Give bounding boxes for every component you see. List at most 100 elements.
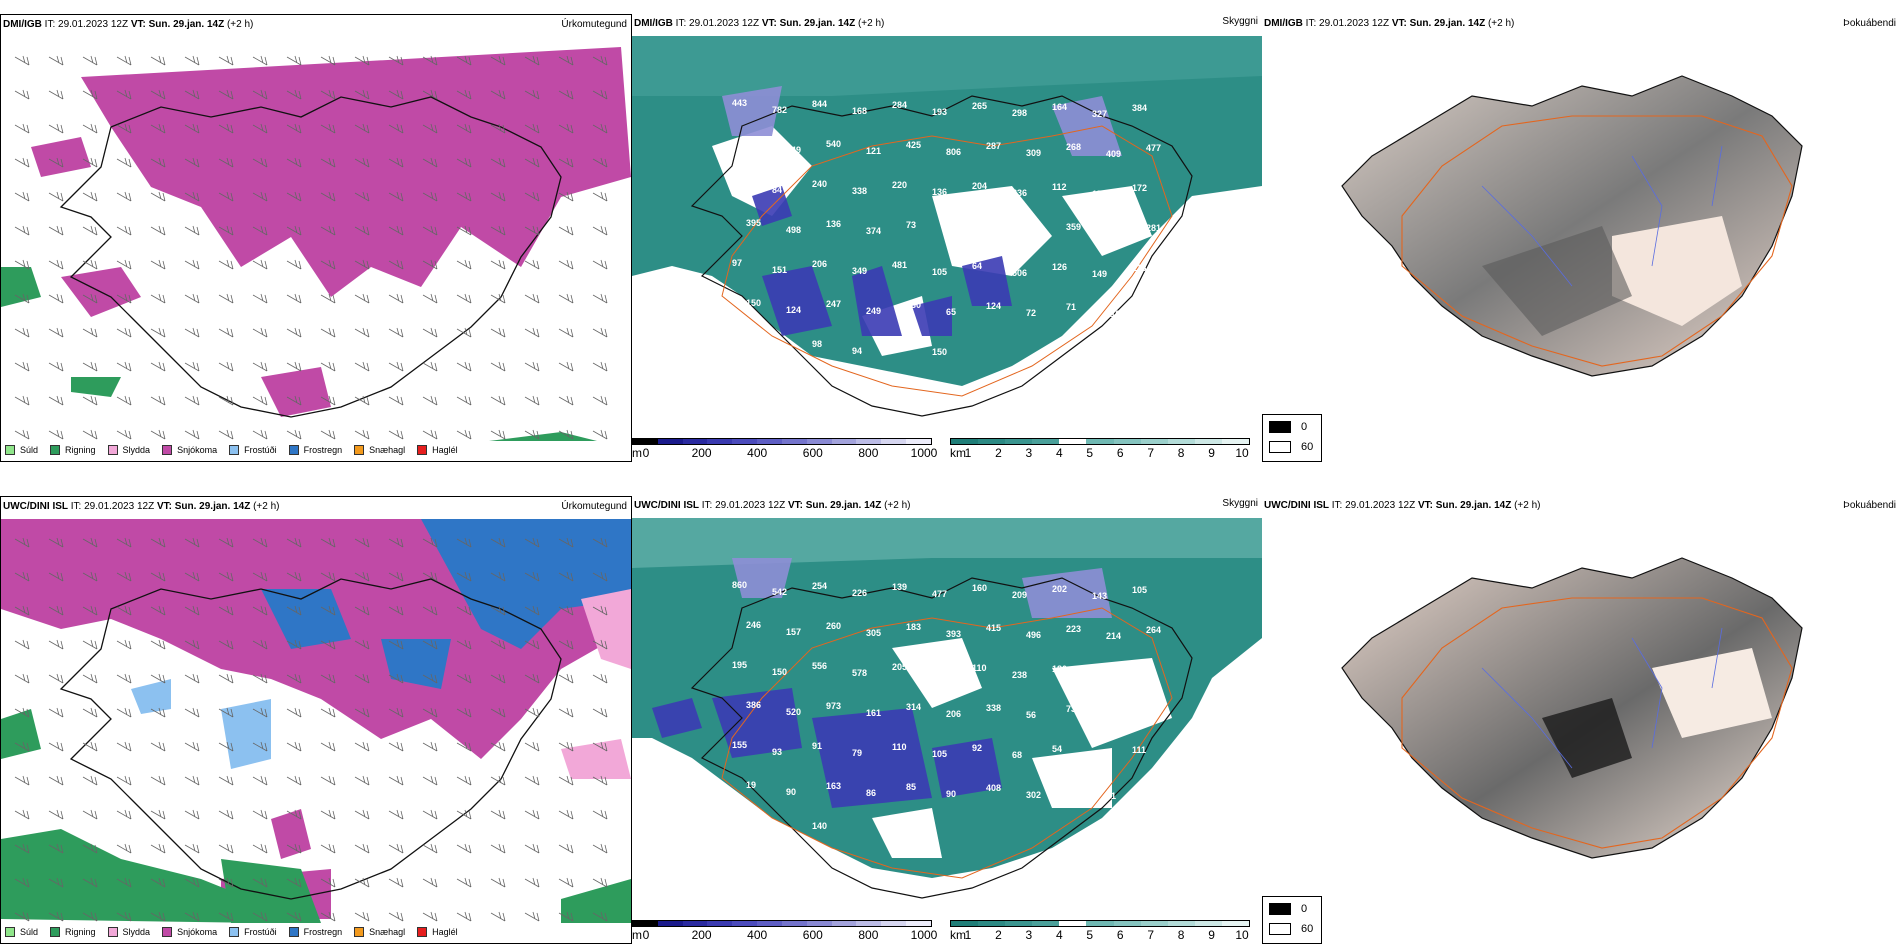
wind-barb	[184, 191, 200, 202]
wind-barb	[592, 673, 608, 684]
wind-barb	[116, 741, 132, 752]
wind-barb	[48, 537, 64, 548]
wind-barb	[82, 157, 98, 168]
wind-barb	[558, 395, 574, 406]
visibility-value: 477	[932, 589, 947, 599]
visibility-value: 110	[892, 742, 907, 752]
wind-barb	[388, 191, 404, 202]
wind-barb	[558, 327, 574, 338]
wind-barb	[592, 639, 608, 650]
wind-barb	[252, 191, 268, 202]
wind-barb	[150, 327, 166, 338]
wind-barb	[422, 809, 438, 820]
wind-barb	[48, 741, 64, 752]
visibility-value: 205	[892, 662, 907, 672]
wind-barb	[422, 327, 438, 338]
wind-barb	[14, 605, 30, 616]
colorbar-tick: 400	[747, 928, 768, 942]
fog-legend-value: 60	[1301, 923, 1314, 935]
wind-barb	[320, 327, 336, 338]
wind-barb	[388, 605, 404, 616]
wind-barb	[388, 293, 404, 304]
visibility-value: 180	[1052, 664, 1067, 674]
visibility-value: 93	[772, 747, 782, 757]
visibility-value: 161	[1026, 228, 1041, 238]
wind-barb	[252, 429, 268, 440]
fog-legend-swatch	[1269, 903, 1291, 915]
wind-barb	[14, 809, 30, 820]
wind-barb	[116, 877, 132, 888]
legend-item: Snjókoma	[162, 927, 217, 937]
wind-barb	[558, 639, 574, 650]
colorbar-tick: 3	[1025, 928, 1033, 942]
wind-barb	[320, 191, 336, 202]
wind-barb	[150, 89, 166, 100]
visibility-colorbar-km: km 1 2 3 4 5 6 7 8 9 10	[950, 920, 1250, 944]
wind-barb	[490, 639, 506, 650]
visibility-value: 90	[946, 789, 956, 799]
legend-item: Súld	[5, 927, 38, 937]
wind-barb	[524, 877, 540, 888]
wind-barb	[116, 673, 132, 684]
visibility-value: 65	[946, 307, 956, 317]
wind-barb	[456, 225, 472, 236]
wind-barb	[524, 571, 540, 582]
wind-barb	[422, 877, 438, 888]
wind-barb	[422, 775, 438, 786]
wind-barb	[286, 673, 302, 684]
visibility-value: 159	[1092, 189, 1107, 199]
wind-barb	[320, 537, 336, 548]
wind-barb	[524, 55, 540, 66]
visibility-value: 98	[812, 339, 822, 349]
wind-barb	[14, 259, 30, 270]
wind-barb	[184, 809, 200, 820]
wind-barb	[388, 741, 404, 752]
legend-item: Haglél	[417, 445, 458, 455]
wind-barb	[456, 809, 472, 820]
wind-barb	[388, 327, 404, 338]
wind-barb	[388, 361, 404, 372]
wind-barb	[558, 55, 574, 66]
wind-barb	[116, 55, 132, 66]
legend-item: Frostúði	[229, 927, 277, 937]
wind-barb	[490, 191, 506, 202]
visibility-value: 578	[852, 668, 867, 678]
wind-barb	[48, 429, 64, 440]
wind-barb	[218, 707, 234, 718]
colorbar-tick: 6	[1116, 928, 1124, 942]
wind-barb	[388, 537, 404, 548]
wind-barb	[286, 191, 302, 202]
wind-barb	[286, 537, 302, 548]
wind-barb	[218, 775, 234, 786]
visibility-value: 384	[1132, 103, 1147, 113]
wind-barb	[116, 707, 132, 718]
visibility-value: 206	[812, 259, 827, 269]
visibility-value: 246	[746, 620, 761, 630]
legend-label: Snæhagl	[369, 445, 406, 455]
visibility-value: 73	[1066, 704, 1076, 714]
visibility-value: 265	[972, 101, 987, 111]
wind-barb	[592, 571, 608, 582]
legend-label: Frostúði	[244, 927, 277, 937]
wind-barb	[14, 537, 30, 548]
wind-barb	[82, 673, 98, 684]
wind-barb	[286, 775, 302, 786]
visibility-value: 230	[932, 669, 947, 679]
wind-barb	[252, 843, 268, 854]
wind-barb	[150, 293, 166, 304]
visibility-value: 220	[892, 180, 907, 190]
map-label: Úrkomutegund	[561, 19, 627, 30]
legend-label: Frostregn	[303, 927, 343, 937]
wind-barb	[48, 639, 64, 650]
wind-barb	[48, 157, 64, 168]
wind-barb	[48, 361, 64, 372]
wind-barb	[320, 429, 336, 440]
wind-barb	[116, 293, 132, 304]
wind-barb	[116, 605, 132, 616]
wind-barb	[218, 809, 234, 820]
visibility-value: 164	[1052, 102, 1067, 112]
visibility-value: 105	[1132, 585, 1147, 595]
roads	[721, 125, 1173, 397]
wind-barb	[490, 809, 506, 820]
wind-barb	[252, 639, 268, 650]
